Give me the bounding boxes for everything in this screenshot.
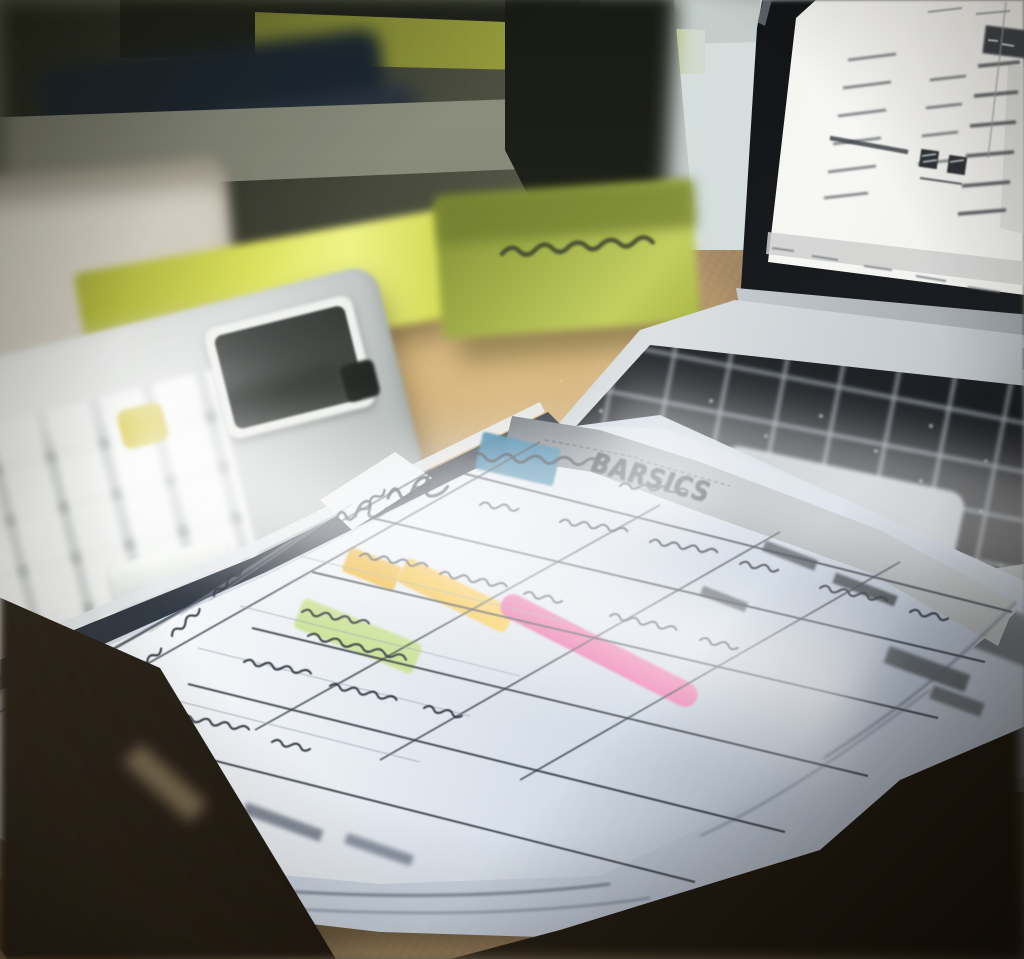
corner-shade-bottom-right bbox=[0, 0, 1024, 959]
desk-photo: BARSICS bbox=[0, 0, 1024, 959]
corner-shade-top-left bbox=[0, 0, 1024, 959]
